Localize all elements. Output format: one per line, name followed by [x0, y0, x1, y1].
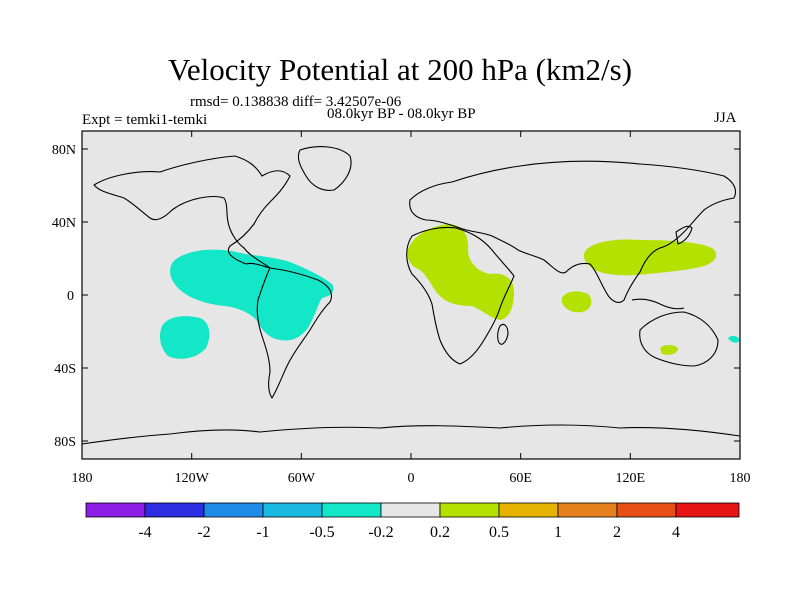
season-label: JJA — [714, 110, 737, 126]
lon-label-0: 0 — [408, 471, 415, 486]
lat-label-40s: 40S — [54, 362, 76, 377]
lon-label-60e: 60E — [509, 471, 532, 486]
colorbar-box-8 — [498, 502, 559, 518]
coast-antarctica — [81, 424, 741, 445]
colorbar-box-10 — [616, 502, 677, 518]
coast-eurasia — [409, 160, 737, 303]
stats-line: rmsd= 0.138838 diff= 3.42507e-06 — [190, 94, 402, 110]
lat-label-80n: 80N — [52, 143, 76, 158]
coast-south-america — [256, 267, 333, 399]
colorbar-label-2: -2 — [197, 524, 210, 541]
negative-anomaly-south-pacific — [160, 316, 210, 359]
colorbar-box-11 — [675, 502, 740, 518]
colorbar-label-5: -0.2 — [368, 524, 393, 541]
colorbar-box-1 — [85, 502, 146, 518]
colorbar-box-9 — [557, 502, 618, 518]
colorbar-box-5 — [321, 502, 382, 518]
colorbar-label-8: 1 — [554, 524, 562, 541]
colorbar-box-7 — [439, 502, 500, 518]
lat-label-40n: 40N — [52, 216, 76, 231]
coast-indonesia — [631, 298, 685, 310]
colorbar-box-3 — [203, 502, 264, 518]
lon-label-120e: 120E — [616, 471, 646, 486]
map-title: Velocity Potential at 200 hPa (km2/s) — [167, 52, 633, 87]
colorbar-label-4: -0.5 — [309, 524, 334, 541]
positive-anomaly-indian-ocean — [561, 291, 592, 313]
lon-label-180e: 180 — [730, 471, 751, 486]
lon-label-120w: 120W — [175, 471, 210, 486]
colorbar-label-10: 4 — [672, 524, 680, 541]
axis-ticks — [81, 131, 741, 459]
colorbar-label-7: 0.5 — [489, 524, 509, 541]
colorbar-label-3: -1 — [256, 524, 269, 541]
experiment-label: Expt = temki1-temki — [82, 112, 208, 128]
coast-greenland — [297, 146, 352, 191]
colorbar-box-6 — [380, 502, 441, 518]
lon-label-60w: 60W — [288, 471, 316, 486]
coast-australia — [639, 311, 719, 367]
coastlines — [81, 146, 741, 445]
colorbar-label-6: 0.2 — [430, 524, 450, 541]
lat-label-80s: 80S — [54, 435, 76, 450]
negative-anomaly-tasman — [728, 335, 740, 343]
colorbar-box-4 — [262, 502, 323, 518]
lon-label-180w: 180 — [72, 471, 93, 486]
colorbar-box-2 — [144, 502, 205, 518]
period-line: 08.0kyr BP - 08.0kyr BP — [327, 106, 476, 122]
colorbar-label-1: -4 — [138, 524, 151, 541]
map-background — [82, 131, 740, 459]
colorbar — [85, 502, 740, 518]
coast-madagascar — [497, 323, 509, 345]
coast-north-america — [93, 155, 291, 269]
coast-africa — [406, 226, 515, 365]
colorbar-label-9: 2 — [613, 524, 621, 541]
positive-anomaly-asia-pacific — [583, 239, 717, 276]
positive-anomaly-africa — [407, 224, 514, 320]
lat-label-eq: 0 — [67, 289, 74, 304]
positive-anomaly-australia — [660, 345, 678, 355]
anomaly-shading — [160, 224, 740, 359]
coast-japan — [675, 225, 693, 245]
